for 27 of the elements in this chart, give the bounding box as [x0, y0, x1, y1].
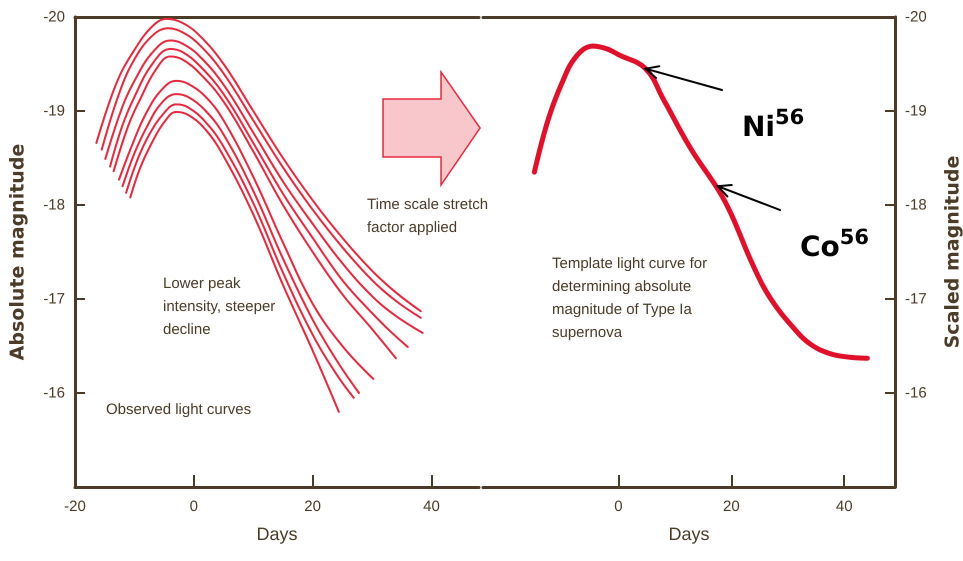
y-axis-title: Scaled magnitude [942, 156, 963, 348]
y-tick-label: -16 [905, 384, 927, 402]
y-tick-label: -19 [905, 102, 927, 120]
y-tick-label: -18 [43, 196, 65, 214]
x-tick-label: 20 [722, 498, 740, 515]
x-tick-label: 40 [836, 498, 853, 515]
annotation: Observed light curves [106, 401, 252, 418]
y-tick-label: -18 [905, 196, 927, 214]
annotation: Ni$^{56}$ [742, 105, 804, 143]
x-tick-label: -20 [64, 498, 86, 515]
y-tick-label: -17 [905, 290, 927, 308]
y-tick-label: -17 [43, 290, 65, 308]
x-tick-label: 40 [423, 498, 440, 515]
y-tick-label: -20 [905, 8, 927, 26]
y-tick-label: -16 [43, 384, 65, 402]
y-tick-label: -20 [43, 8, 65, 26]
x-tick-label: 20 [304, 498, 321, 515]
annotation: Time scale stretch factor applied [367, 196, 492, 236]
x-axis-title: Days [668, 524, 710, 544]
x-tick-label: 0 [190, 498, 198, 515]
annotation: Lower peak intensity, steeper decline [163, 275, 280, 338]
x-axis-title: Days [256, 524, 298, 544]
y-tick-label: -19 [43, 102, 65, 120]
x-tick-label: 0 [614, 498, 623, 515]
annotation: Co$^{56}$ [800, 225, 870, 263]
y-axis-title: Absolute magnitude [6, 144, 28, 360]
annotation: Template light curve for determining absolute magnitude of Type Ia supernova [552, 255, 712, 341]
